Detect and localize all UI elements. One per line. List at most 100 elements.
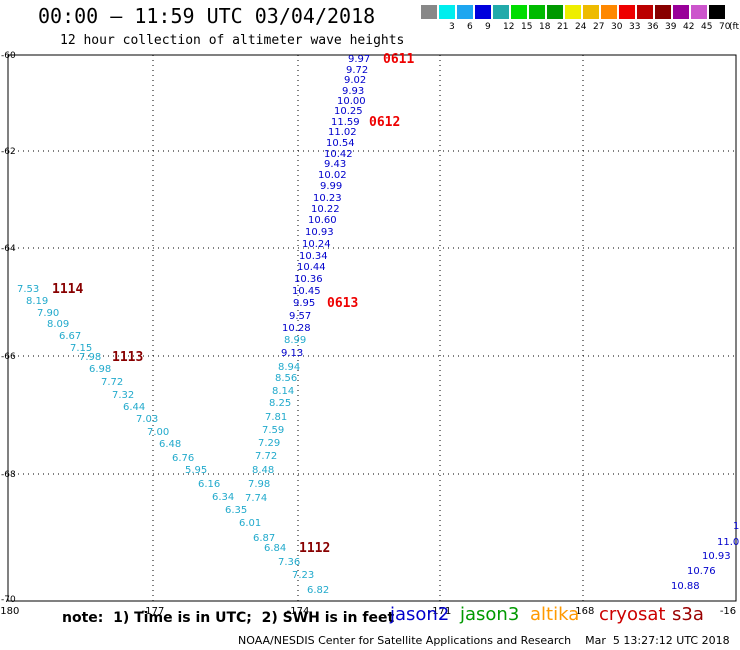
wave-height-label: 7.59 [262, 425, 284, 436]
legend-label: 45 [701, 22, 713, 32]
wave-height-label: 7.03 [136, 414, 158, 425]
wave-height-label: 10.24 [302, 239, 331, 250]
wave-height-label: 10.02 [318, 170, 347, 181]
legend-label: 39 [665, 22, 677, 32]
time-tag: 1112 [299, 541, 330, 556]
legend-swatch [547, 5, 563, 19]
wave-height-label: 10.00 [337, 96, 366, 107]
wave-height-label: 10.25 [334, 106, 363, 117]
wave-height-label: 8.09 [47, 319, 69, 330]
legend-label: 27 [593, 22, 605, 32]
legend-label: 70 [719, 22, 731, 32]
wave-height-label: 9.57 [289, 311, 311, 322]
wave-height-label: 8.19 [26, 296, 48, 307]
wave-height-label: 10.76 [687, 566, 716, 577]
footnote: note: 1) Time is in UTC; 2) SWH is in fe… [62, 610, 395, 626]
legend-label: 3 [449, 22, 455, 32]
satellite-jason2: jason2 [390, 604, 450, 625]
wave-height-label: 6.34 [212, 492, 234, 503]
y-tick-label: -64 [1, 244, 16, 254]
legend-swatch [457, 5, 473, 19]
legend-label: 36 [647, 22, 659, 32]
plot-frame [7, 54, 737, 602]
y-tick-label: -70 [1, 595, 16, 605]
wave-height-label: 7.36 [278, 557, 300, 568]
y-tick-label: -66 [1, 352, 16, 362]
wave-height-label: 10.28 [282, 323, 311, 334]
wave-height-label: 10.54 [326, 138, 355, 149]
legend-unit: (ft) [729, 22, 740, 32]
wave-height-label: 7.98 [248, 479, 270, 490]
legend-swatch [511, 5, 527, 19]
wave-height-label: 8.14 [272, 386, 294, 397]
legend-swatch [493, 5, 509, 19]
wave-height-label: 9.72 [346, 65, 368, 76]
legend-label: 42 [683, 22, 695, 32]
wave-height-label: 6.01 [239, 518, 261, 529]
legend-label: 30 [611, 22, 623, 32]
time-tag: 0611 [383, 52, 414, 67]
wave-height-label: 10.45 [292, 286, 321, 297]
wave-height-label: 10.34 [299, 251, 328, 262]
wave-height-label: 6.16 [198, 479, 220, 490]
legend-swatch [619, 5, 635, 19]
legend-swatch [583, 5, 599, 19]
wave-height-label: 11.59 [331, 117, 360, 128]
time-tag: 0612 [369, 115, 400, 130]
wave-height-label: 7.72 [255, 451, 277, 462]
wave-height-label: 9.93 [342, 86, 364, 97]
wave-height-label: 6.35 [225, 505, 247, 516]
wave-height-label: 7.29 [258, 438, 280, 449]
wave-height-label: 7.98 [79, 352, 101, 363]
wave-height-label: 7.32 [112, 390, 134, 401]
legend-label: 33 [629, 22, 641, 32]
legend-label: 21 [557, 22, 569, 32]
legend-swatch [709, 5, 725, 19]
wave-height-label: 6.67 [59, 331, 81, 342]
wave-height-label: 9.99 [320, 181, 342, 192]
wave-height-label: 6.98 [89, 364, 111, 375]
x-tick-label: -180 [0, 606, 19, 617]
legend-label: 18 [539, 22, 551, 32]
wave-height-label: 10.36 [294, 274, 323, 285]
chart-title: 00:00 – 11:59 UTC 03/04/2018 [38, 4, 376, 28]
wave-height-label: 6.76 [172, 453, 194, 464]
legend-swatch [439, 5, 455, 19]
wave-height-label: 11.02 [328, 127, 357, 138]
wave-height-label: 6.44 [123, 402, 145, 413]
y-tick-label: -60 [1, 51, 16, 61]
legend-swatch [637, 5, 653, 19]
satellite-altika: altika [530, 604, 580, 625]
satellite-jason3: jason3 [460, 604, 520, 625]
legend-swatch [475, 5, 491, 19]
legend-swatch [673, 5, 689, 19]
x-tick-label: -168 [572, 606, 595, 617]
legend-swatch [691, 5, 707, 19]
x-tick-label: -174 [287, 606, 310, 617]
legend-swatch [529, 5, 545, 19]
legend-label: 12 [503, 22, 515, 32]
wave-height-label: 9.97 [348, 54, 370, 65]
wave-height-label: 8.94 [278, 362, 300, 373]
legend-label: 6 [467, 22, 473, 32]
wave-height-label: 7.74 [245, 493, 267, 504]
wave-height-label: 9.95 [293, 298, 315, 309]
wave-height-label: 6.48 [159, 439, 181, 450]
wave-height-label: 10.42 [324, 149, 353, 160]
legend-swatch [601, 5, 617, 19]
satellite-s3a: s3a [672, 604, 704, 625]
credit-line: NOAA/NESDIS Center for Satellite Applica… [238, 634, 730, 647]
wave-height-label: 6.87 [253, 533, 275, 544]
wave-height-label: 7.90 [37, 308, 59, 319]
wave-height-label: 10.93 [702, 551, 731, 562]
wave-height-label: 6.82 [307, 585, 329, 596]
wave-height-label: 7.00 [147, 427, 169, 438]
y-tick-label: -62 [1, 147, 16, 157]
x-tick-label: -177 [142, 606, 165, 617]
wave-height-label: 7.72 [101, 377, 123, 388]
wave-height-label: 9.02 [344, 75, 366, 86]
y-tick-label: -68 [1, 470, 16, 480]
wave-height-label: 10.44 [297, 262, 326, 273]
satellite-cryosat: cryosat [599, 604, 666, 625]
